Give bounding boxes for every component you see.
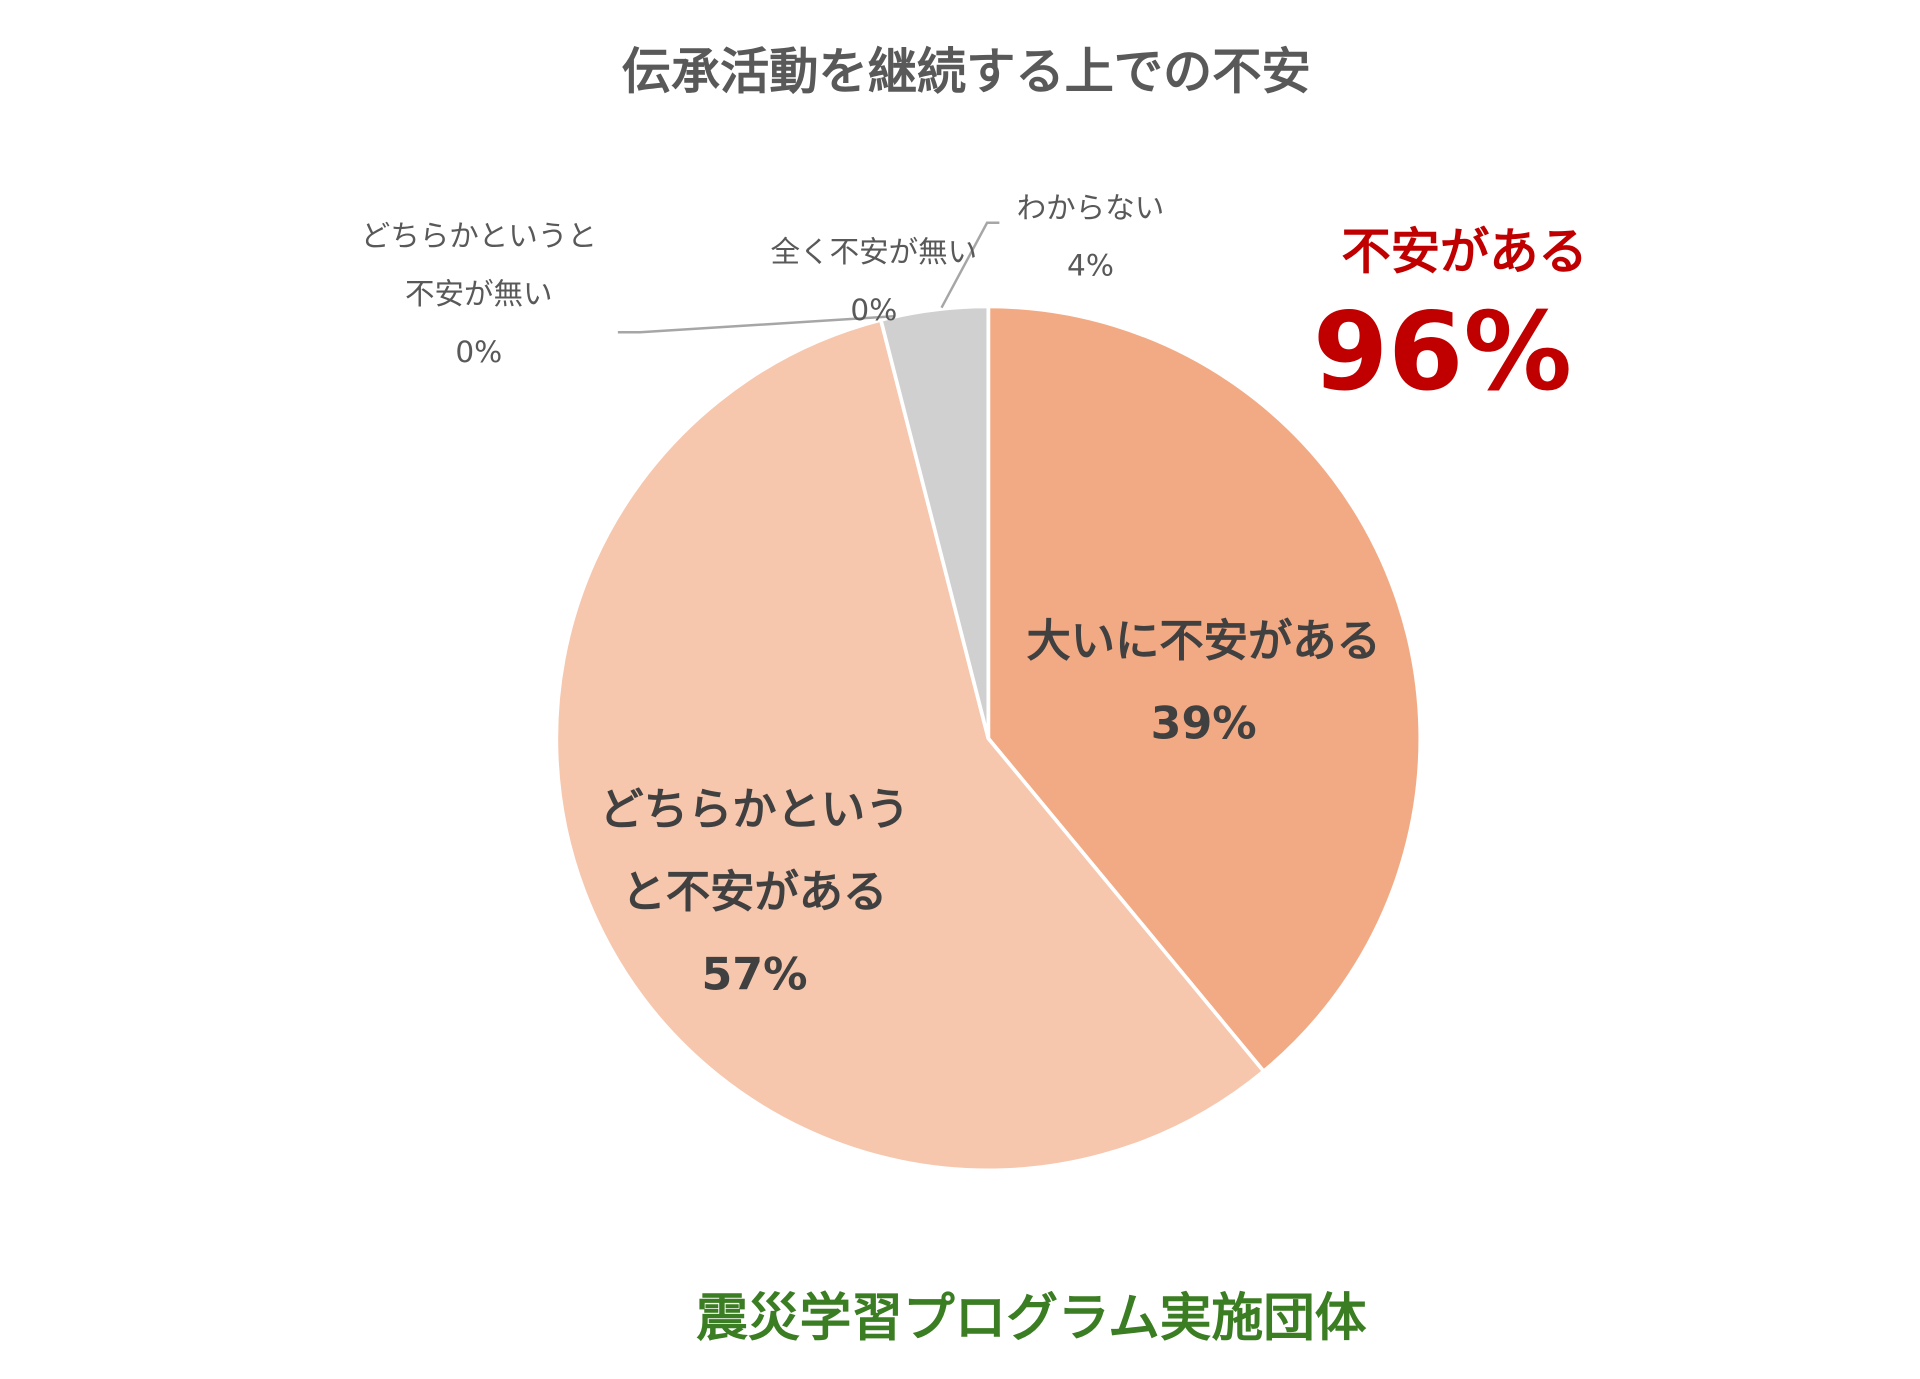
slice-value-very-anxious: 39% <box>1151 698 1257 749</box>
slice-label-unknown: わからない <box>1017 191 1165 225</box>
slice-value-no-anxiety: 0% <box>850 293 897 327</box>
annotation-value: 96% <box>1313 288 1572 415</box>
chart-title: 伝承活動を継続する上での不安 <box>622 43 1311 101</box>
slice-label-no-anxiety: 全く不安が無い <box>771 235 978 269</box>
pie-slice-1 <box>554 317 1267 1173</box>
pie-slice-0 <box>986 304 1423 1074</box>
slice-value-somewhat-no-anxiety: 0% <box>455 335 502 369</box>
annotation-label: 不安がある <box>1342 222 1588 280</box>
leader-line-unknown <box>940 221 1000 309</box>
leader-line-somewhat-no-anxiety <box>617 315 894 334</box>
slice-label-somewhat-no-anxiety-1: どちらかというと <box>361 219 597 253</box>
pie-slices <box>554 304 1423 1173</box>
slice-label-very-anxious: 大いに不安がある <box>1026 616 1380 667</box>
pie-slice-4 <box>878 304 991 739</box>
slice-label-somewhat-no-anxiety-2: 不安が無い <box>405 277 553 311</box>
slice-label-somewhat-anxious-1: どちらかという <box>599 785 909 836</box>
slice-value-somewhat-anxious: 57% <box>701 949 807 1000</box>
slice-value-unknown: 4% <box>1067 249 1114 283</box>
slice-label-somewhat-anxious-2: と不安がある <box>622 867 888 918</box>
footer-label: 震災学習プログラム実施団体 <box>696 1288 1367 1348</box>
